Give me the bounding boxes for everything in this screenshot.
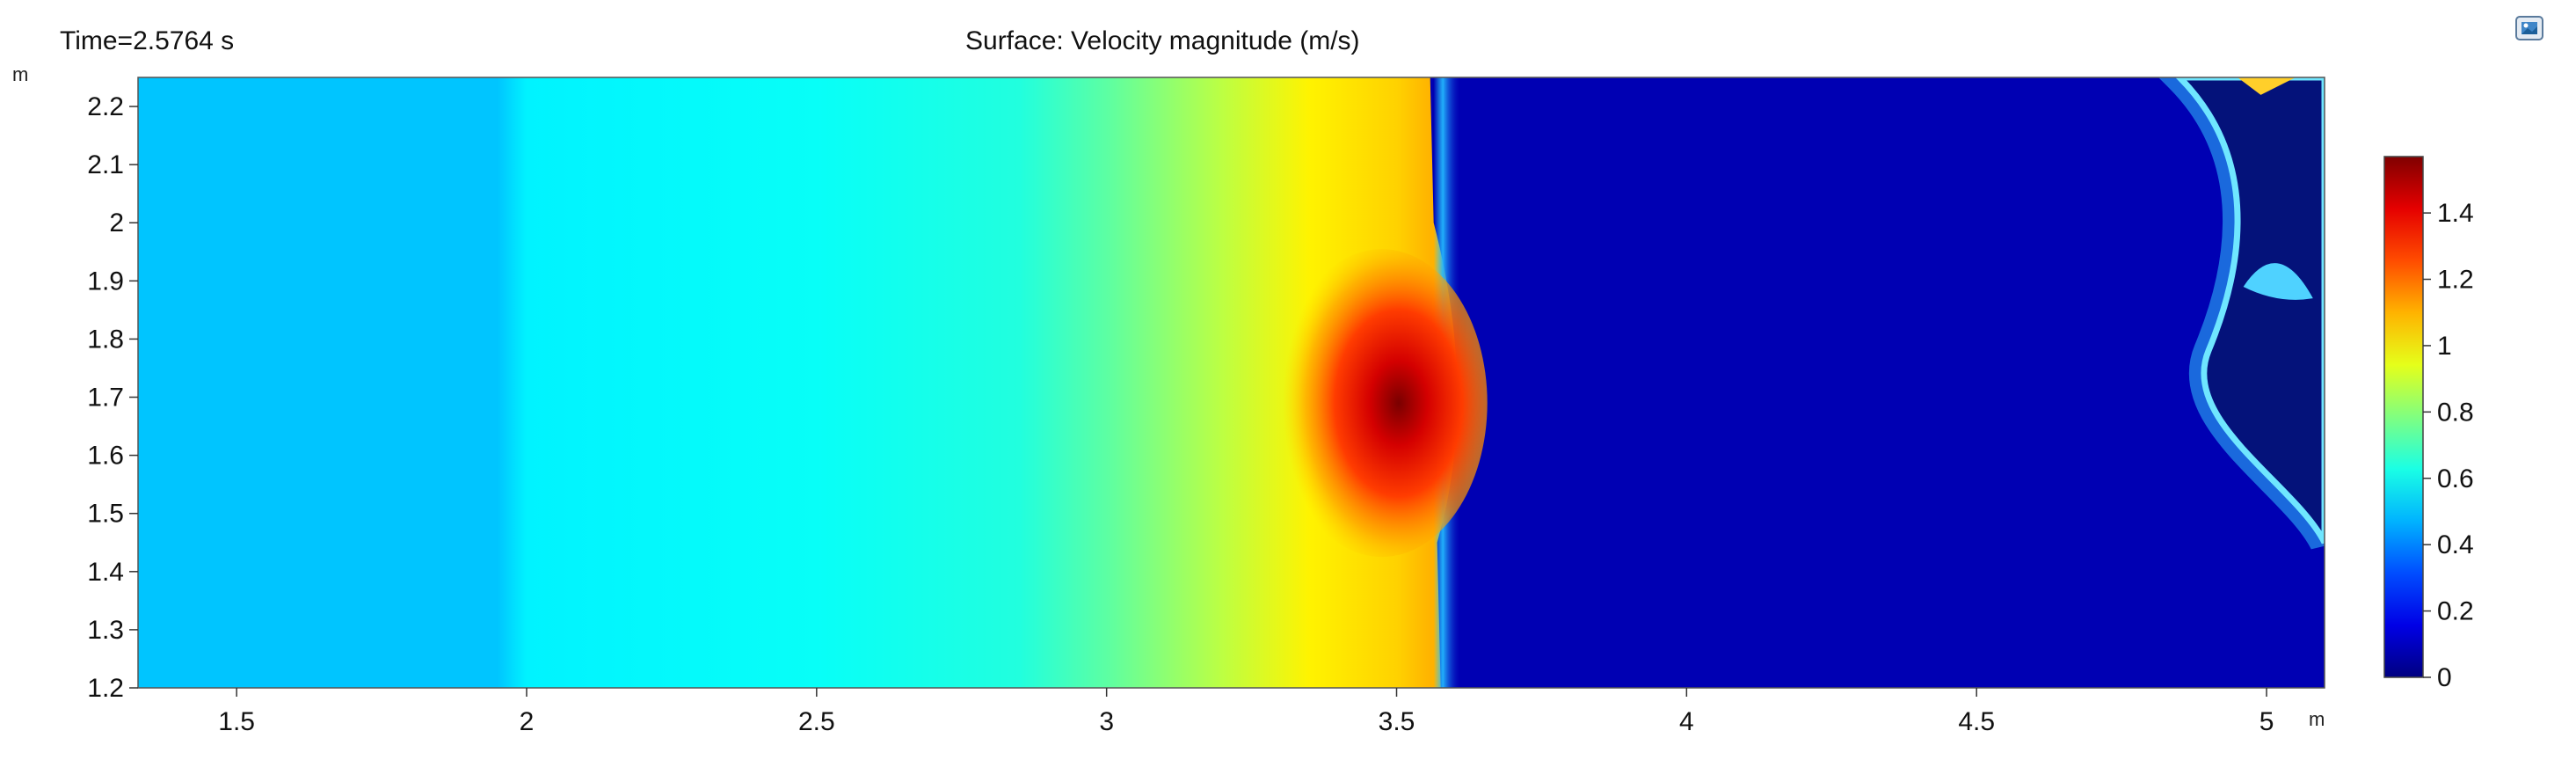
plot-frame <box>137 77 2325 689</box>
y-tick-label: 1.7 <box>87 384 124 413</box>
peak-velocity-spot <box>1276 249 1488 558</box>
x-tick-label: 5 <box>2259 707 2274 736</box>
y-tick-label: 1.5 <box>87 500 124 529</box>
x-unit-label: m <box>2309 708 2325 730</box>
y-tick-label: 2 <box>109 208 124 238</box>
x-tick-label: 1.5 <box>218 707 255 736</box>
colorbar: 0 0.2 0.4 0.6 0.8 1 1.2 1.4 <box>2383 156 2474 692</box>
y-axis: 1.2 1.3 1.4 1.5 1.6 1.7 1.8 1.9 2 2.1 2.2 <box>87 92 138 703</box>
x-axis: 1.5 2 2.5 3 3.5 4 4.5 5 <box>218 688 2274 736</box>
x-tick-label: 3 <box>1099 707 1114 736</box>
image-export-icon[interactable] <box>2514 13 2546 45</box>
plot-title: Surface: Velocity magnitude (m/s) <box>965 26 1360 55</box>
y-tick-label: 1.9 <box>87 267 124 296</box>
x-tick-label: 2 <box>520 707 535 736</box>
colorbar-tick-label: 0.4 <box>2437 530 2474 559</box>
x-tick-label: 4.5 <box>1958 707 1995 736</box>
colorbar-tick-label: 0.2 <box>2437 597 2474 626</box>
cavity-region <box>2175 77 2325 544</box>
colorbar-tick-label: 0.8 <box>2437 398 2474 427</box>
y-tick-label: 1.6 <box>87 442 124 471</box>
y-tick-label: 2.2 <box>87 92 124 121</box>
high-velocity-region <box>138 77 1458 688</box>
velocity-field <box>138 77 2325 688</box>
droplet-feature <box>2243 263 2313 300</box>
colorbar-tick-label: 1 <box>2437 332 2452 361</box>
colorbar-tick-label: 1.2 <box>2437 266 2474 295</box>
y-tick-label: 1.2 <box>87 674 124 703</box>
top-splash-feature <box>2238 77 2296 95</box>
x-tick-label: 4 <box>1679 707 1694 736</box>
colorbar-tick-label: 1.4 <box>2437 199 2474 228</box>
y-tick-label: 2.1 <box>87 150 124 179</box>
x-tick-label: 3.5 <box>1379 707 1415 736</box>
field-features <box>1276 77 2325 688</box>
y-tick-label: 1.4 <box>87 558 124 587</box>
colorbar-scale <box>2383 156 2424 678</box>
y-tick-label: 1.3 <box>87 616 124 645</box>
y-unit-label: m <box>12 63 28 85</box>
colorbar-tick-label: 0.6 <box>2437 464 2474 493</box>
time-label: Time=2.5764 s <box>60 26 235 55</box>
x-tick-label: 2.5 <box>798 707 835 736</box>
y-tick-label: 1.8 <box>87 325 124 354</box>
colorbar-tick-label: 0 <box>2437 663 2452 692</box>
